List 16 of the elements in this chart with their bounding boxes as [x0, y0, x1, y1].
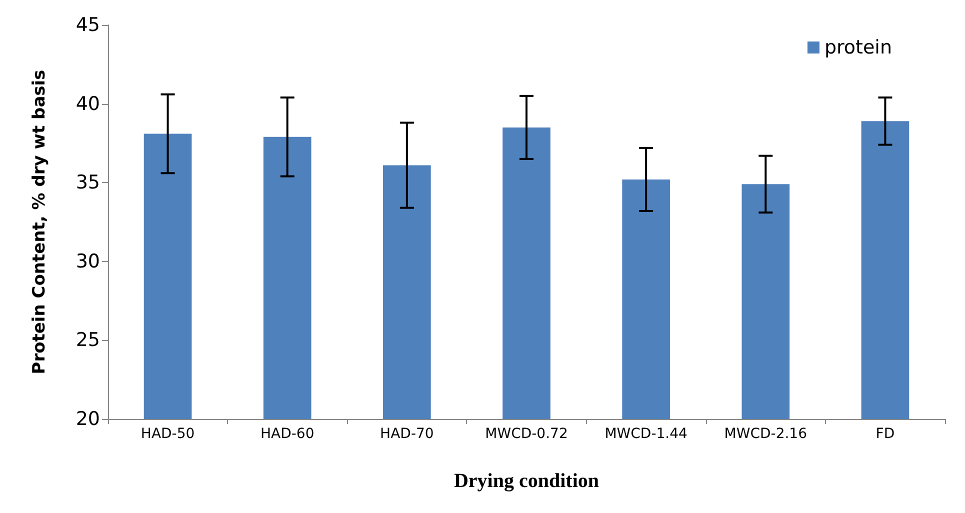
y-tick-label: 30 [76, 250, 100, 272]
y-axis-title: Protein Content, % dry wt basis [30, 70, 50, 374]
legend-label: protein [824, 36, 892, 58]
x-tick-label: HAD-50 [140, 426, 195, 442]
x-axis-title: Drying condition [454, 470, 600, 492]
x-tick-label: MWCD-1.44 [604, 426, 688, 442]
x-tick-label: MWCD-0.72 [485, 426, 568, 442]
y-tick-label: 20 [76, 408, 100, 430]
x-tick-label: MWCD-2.16 [724, 426, 808, 442]
y-tick-label: 40 [76, 92, 100, 115]
x-tick-label: HAD-60 [260, 426, 314, 442]
x-tick-label: HAD-70 [380, 426, 434, 442]
x-tick-label: FD [876, 426, 895, 442]
y-tick-label: 25 [76, 329, 100, 352]
y-tick-label: 35 [76, 172, 100, 194]
y-tick-label: 45 [76, 14, 100, 36]
